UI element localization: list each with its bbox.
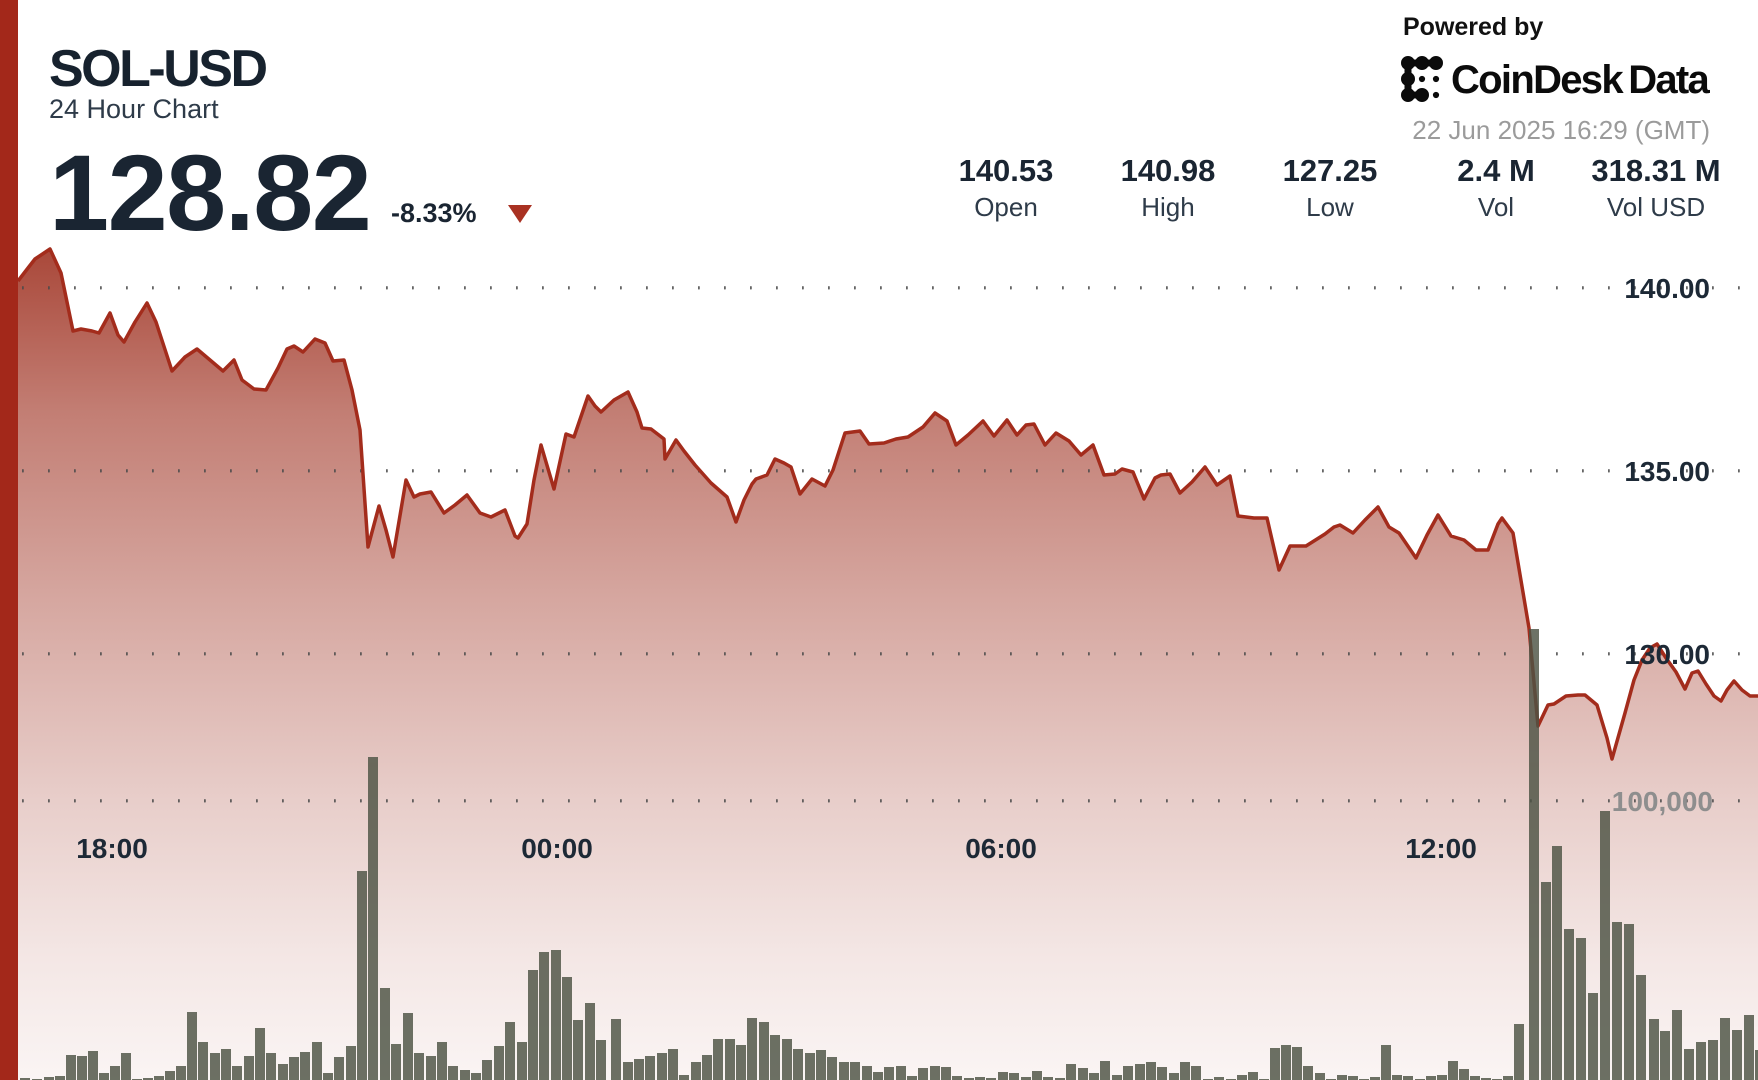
svg-text:140.00: 140.00 — [1624, 273, 1710, 304]
svg-text:06:00: 06:00 — [965, 833, 1037, 864]
svg-text:00:00: 00:00 — [521, 833, 593, 864]
svg-text:100,000: 100,000 — [1612, 786, 1713, 817]
svg-text:130.00: 130.00 — [1624, 639, 1710, 670]
svg-text:12:00: 12:00 — [1405, 833, 1477, 864]
svg-text:18:00: 18:00 — [76, 833, 148, 864]
svg-text:135.00: 135.00 — [1624, 456, 1710, 487]
